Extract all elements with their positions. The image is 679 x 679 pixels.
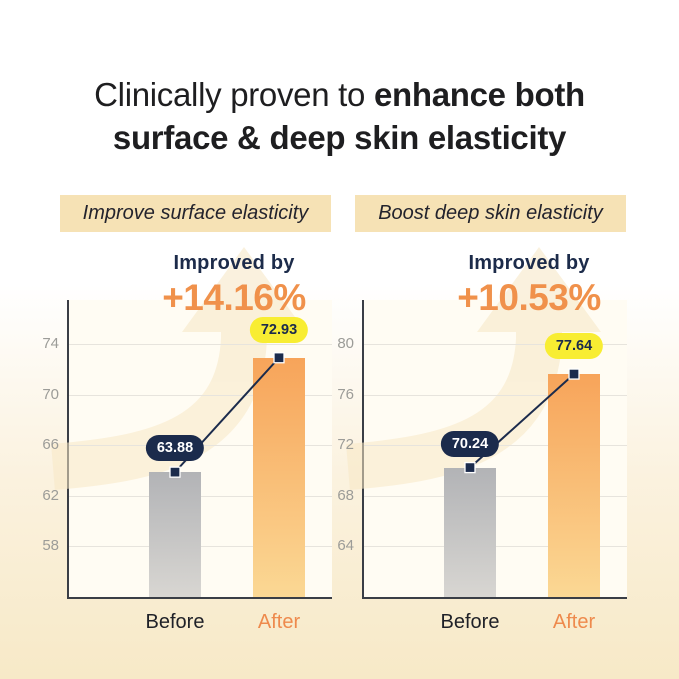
gridline	[69, 344, 332, 346]
y-tick-label: 70	[42, 385, 59, 403]
y-tick-label: 80	[337, 335, 354, 353]
after-bar	[253, 357, 305, 597]
y-tick-label: 66	[42, 436, 59, 454]
y-tick-label: 68	[337, 486, 354, 504]
y-tick-label: 72	[337, 436, 354, 454]
deep-improvement-callout: Improved by +10.53%	[428, 252, 630, 319]
y-tick-label: 62	[42, 486, 59, 504]
value-pill: 72.93	[249, 316, 309, 343]
before-marker	[169, 466, 181, 478]
after-marker	[273, 352, 285, 364]
title-bold-part-1: enhance both	[373, 76, 585, 114]
y-tick-label: 64	[337, 537, 354, 555]
after-marker	[568, 368, 580, 380]
page-title: Clinically proven to enhance both surface…	[0, 74, 679, 160]
surface-improvement-callout: Improved by +14.16%	[133, 252, 335, 319]
y-tick-label: 76	[337, 385, 354, 403]
category-label: Before	[145, 611, 205, 633]
category-label: After	[257, 611, 301, 633]
deep-elasticity-panel: Boost deep skin elasticity Improved by +…	[335, 195, 630, 655]
surface-elasticity-panel: Improve surface elasticity Improved by +…	[40, 195, 335, 655]
surface-elasticity-chart: 58 62 66 70 74 Before 63.88 After 72.93	[42, 247, 332, 633]
title-bold-part-2: surface & deep skin elasticity	[112, 119, 567, 156]
value-pill: 77.64	[544, 333, 604, 360]
before-bar	[444, 467, 496, 597]
improvement-percentage: +10.53%	[457, 277, 601, 318]
category-label: After	[552, 611, 596, 633]
improvement-percentage: +14.16%	[162, 277, 306, 318]
value-pill: 70.24	[440, 430, 500, 457]
surface-elasticity-badge: Improve surface elasticity	[60, 195, 331, 232]
before-marker	[464, 461, 476, 474]
gridline	[364, 394, 627, 396]
improved-by-label: Improved by	[173, 252, 295, 274]
gridline	[364, 344, 627, 346]
value-pill: 63.88	[145, 435, 205, 462]
after-bar	[548, 374, 600, 597]
y-tick-label: 74	[42, 335, 59, 353]
deep-elasticity-chart: 64 68 72 76 80 Before 70.24 After 77.64	[337, 247, 627, 633]
title-regular-part: Clinically proven to	[94, 76, 374, 114]
before-bar	[149, 472, 201, 597]
improved-by-label: Improved by	[468, 252, 590, 274]
category-label: Before	[440, 611, 500, 633]
gridline	[69, 394, 332, 396]
deep-elasticity-badge: Boost deep skin elasticity	[355, 195, 626, 232]
y-tick-label: 58	[42, 537, 59, 555]
